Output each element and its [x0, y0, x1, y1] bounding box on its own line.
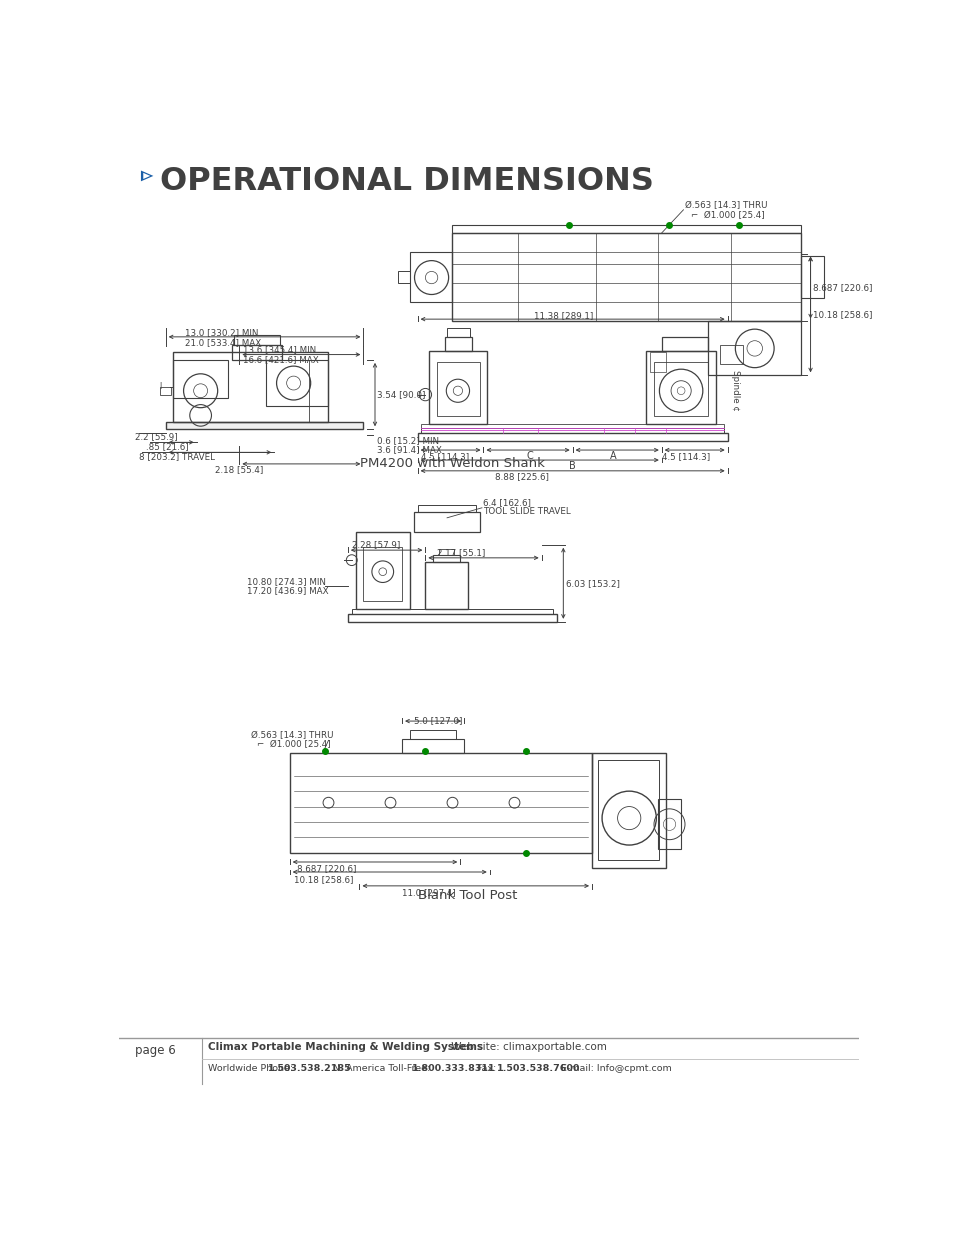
Bar [233, 336, 279, 345]
Bar [444, 337, 472, 351]
Bar [592, 752, 665, 868]
Bar [173, 359, 228, 399]
Bar [649, 352, 665, 372]
Bar [173, 352, 328, 421]
Text: 8.88 [225.6]: 8.88 [225.6] [495, 472, 549, 480]
Text: ⌐  Ø1.000 [25.4]: ⌐ Ø1.000 [25.4] [691, 211, 764, 220]
Text: page 6: page 6 [134, 1044, 175, 1057]
Bar [439, 550, 454, 555]
Text: 5.0 [127.0]: 5.0 [127.0] [414, 716, 462, 725]
Text: 1.503.538.7600: 1.503.538.7600 [496, 1063, 579, 1073]
Bar [348, 614, 557, 621]
Text: 6.03 [153.2]: 6.03 [153.2] [566, 579, 619, 588]
Text: 2.2 [55.9]: 2.2 [55.9] [134, 432, 177, 441]
Text: PM4200 with Weldon Shank: PM4200 with Weldon Shank [359, 457, 544, 471]
Text: 10.18 [258.6]: 10.18 [258.6] [294, 876, 353, 884]
Text: 13.6 [345.4] MIN: 13.6 [345.4] MIN [243, 346, 316, 354]
Text: 2.17 [55.1]: 2.17 [55.1] [436, 548, 485, 557]
Bar [417, 505, 476, 513]
Text: Climax Portable Machining & Welding Systems: Climax Portable Machining & Welding Syst… [208, 1042, 483, 1052]
Text: 13.0 [330.2] MIN: 13.0 [330.2] MIN [185, 329, 258, 337]
Bar [266, 359, 328, 406]
Text: TOOL SLIDE TRAVEL: TOOL SLIDE TRAVEL [483, 508, 571, 516]
Text: E-mail: Info@cpmt.com: E-mail: Info@cpmt.com [552, 1063, 671, 1073]
Text: 1.503.538.2185: 1.503.538.2185 [268, 1063, 352, 1073]
Bar [290, 752, 592, 852]
Bar [598, 761, 658, 861]
Text: 2.18 [55.4]: 2.18 [55.4] [215, 464, 263, 474]
Text: Fax:: Fax: [468, 1063, 499, 1073]
Bar [159, 387, 171, 395]
Text: 21.0 [533.4] MAX: 21.0 [533.4] MAX [185, 337, 261, 347]
Text: 10.80 [274.3] MIN: 10.80 [274.3] MIN [247, 577, 326, 587]
Text: Blank Tool Post: Blank Tool Post [417, 889, 517, 902]
Bar [429, 351, 487, 424]
Text: Spindle ¢: Spindle ¢ [730, 370, 740, 411]
Text: 4.5 [114.3]: 4.5 [114.3] [421, 452, 469, 461]
Bar [352, 609, 553, 614]
Bar [363, 547, 402, 601]
Bar [417, 433, 727, 441]
Text: B: B [569, 461, 576, 472]
Text: 6.4 [162.6]: 6.4 [162.6] [483, 498, 531, 506]
Bar [232, 345, 282, 359]
Bar [410, 730, 456, 739]
Polygon shape [143, 173, 150, 179]
Text: 10.18 [258.6]: 10.18 [258.6] [812, 310, 871, 319]
Bar [410, 252, 452, 303]
Bar [397, 272, 410, 283]
Bar [447, 327, 469, 337]
Bar [309, 359, 328, 421]
Text: 8.687 [220.6]: 8.687 [220.6] [812, 283, 871, 291]
Text: I: I [159, 383, 162, 391]
Text: 2.28 [57.9]: 2.28 [57.9] [352, 540, 399, 550]
Text: ⌐  Ø1.000 [25.4]: ⌐ Ø1.000 [25.4] [257, 741, 331, 750]
Bar [801, 256, 823, 299]
Text: A: A [609, 451, 616, 461]
Bar [436, 362, 479, 416]
Bar [720, 345, 742, 364]
Text: 3.54 [90.0]: 3.54 [90.0] [377, 390, 425, 399]
Text: 0.6 [15.2] MIN: 0.6 [15.2] MIN [377, 436, 439, 446]
Bar [658, 799, 680, 848]
Text: C: C [526, 451, 533, 461]
Bar [355, 531, 410, 609]
Text: N. America Toll-Free:: N. America Toll-Free: [324, 1063, 433, 1073]
Bar [654, 362, 707, 416]
Text: .85 [21.6]: .85 [21.6] [146, 442, 189, 451]
Bar [645, 351, 716, 424]
Text: 17.20 [436.9] MAX: 17.20 [436.9] MAX [247, 587, 329, 595]
Text: 3.6 [91.4] MAX: 3.6 [91.4] MAX [377, 446, 442, 454]
Bar [661, 337, 707, 351]
Text: 8 [203.2] TRAVEL: 8 [203.2] TRAVEL [138, 452, 214, 461]
Text: 16.6 [421.6] MAX: 16.6 [421.6] MAX [243, 354, 318, 363]
Text: 4.5 [114.3]: 4.5 [114.3] [661, 452, 709, 461]
Text: 11.0 [297.4]: 11.0 [297.4] [402, 888, 456, 898]
Bar [452, 233, 801, 321]
Text: 8.687 [220.6]: 8.687 [220.6] [297, 864, 356, 873]
Bar [707, 321, 801, 375]
Text: Worldwide Phone:: Worldwide Phone: [208, 1063, 296, 1073]
Polygon shape [141, 170, 153, 182]
Text: OPERATIONAL DIMENSIONS: OPERATIONAL DIMENSIONS [159, 165, 653, 196]
Bar [425, 562, 468, 609]
Bar [452, 225, 801, 233]
Bar [433, 555, 459, 562]
Text: Ø.563 [14.3] THRU: Ø.563 [14.3] THRU [251, 731, 334, 740]
Text: Web site: climaxportable.com: Web site: climaxportable.com [448, 1042, 606, 1052]
Text: Ø.563 [14.3] THRU: Ø.563 [14.3] THRU [684, 201, 767, 210]
Bar [402, 739, 464, 752]
Bar [421, 424, 723, 427]
Text: 1.800.333.8311: 1.800.333.8311 [412, 1063, 496, 1073]
Bar [166, 421, 363, 430]
Text: 11.38 [289.1]: 11.38 [289.1] [534, 311, 593, 320]
Bar [414, 513, 479, 531]
Bar [421, 427, 723, 433]
